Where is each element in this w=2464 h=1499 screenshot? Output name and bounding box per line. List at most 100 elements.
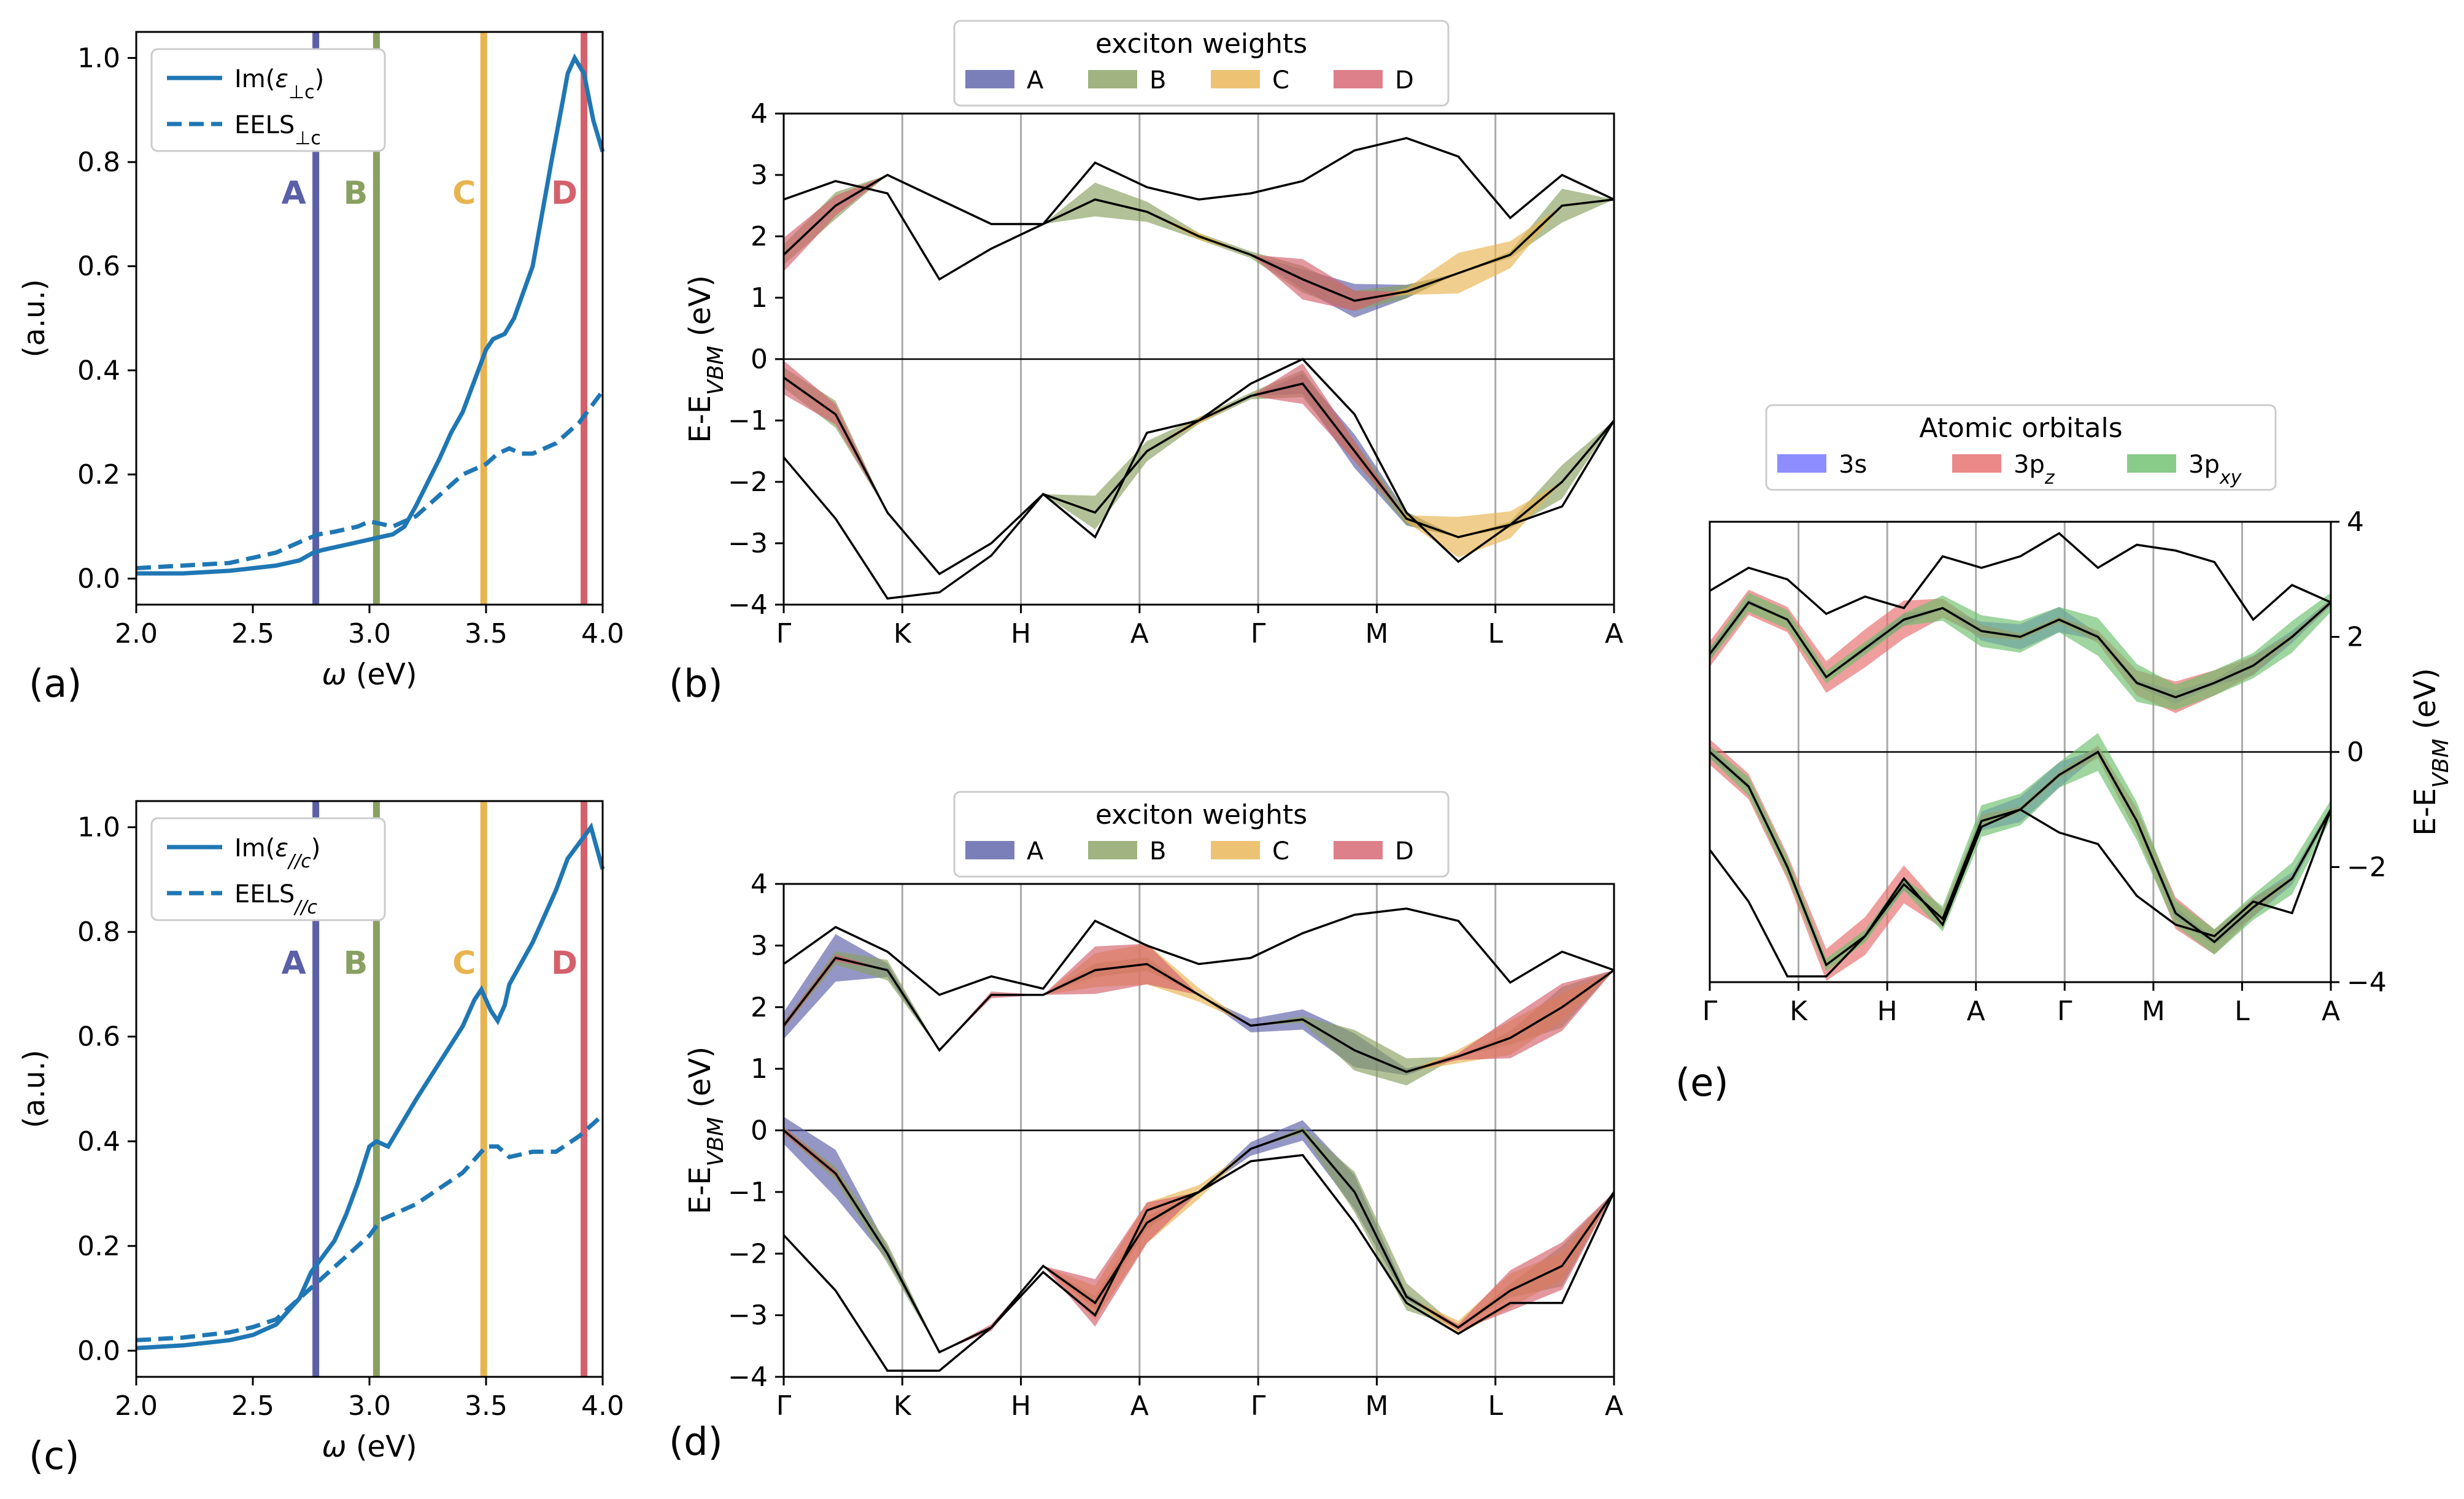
k-point-label: Γ [776,1390,792,1422]
fat-band-d-0 [784,175,1614,311]
x-axis-label: ω (eV) [322,657,417,692]
k-point-label: A [1967,996,1985,1027]
legend-swatch-a [965,70,1014,88]
band-panel-d: Γ K H A Γ M L A −4 −3 −2 −1 0 1 2 3 4 E-EVBM (eV) exciton … [669,791,1623,1464]
y-tick-label: 1 [751,282,768,314]
x-tick-label: 4.0 [581,618,624,649]
x-tick-label: 4.0 [581,1390,624,1422]
y-tick-label: 0.0 [77,1335,120,1366]
k-point-label: Γ [1702,996,1718,1027]
fat-band-b-0 [784,951,1614,1086]
y-tick-label: 1 [751,1053,768,1085]
band-line-2 [784,1153,1614,1372]
legend-swatch-3pz [1952,454,2001,473]
y-tick-label: −4 [728,1361,768,1393]
fat-band-3pz-0 [1710,589,2331,713]
peak-label-A: A [281,175,306,212]
band-line-3 [1710,532,2331,622]
y-tick-label: −3 [728,1300,768,1331]
legend-swatch-3s [1777,454,1826,473]
legend-box [150,48,386,152]
y-tick-label: −3 [728,528,768,559]
y-tick-label: 4 [751,98,768,130]
y-tick-label: 0.8 [77,916,120,948]
k-point-label: K [1790,996,1808,1027]
k-point-label: M [1365,1390,1388,1422]
y-tick-label: 4 [751,869,768,900]
legend-entry-d: D [1395,66,1414,95]
legend-entry-eels: EELS//c [234,880,317,918]
panel-label: (b) [669,661,723,706]
y-tick-label: 2 [2347,622,2364,653]
y-tick-label: −4 [728,589,768,621]
band-line-0 [784,174,1614,302]
plot-area [784,884,1614,1377]
band-line-2 [1710,808,2331,978]
band-line-0 [784,956,1614,1073]
y-tick-label: 2 [751,221,768,252]
k-point-label: L [2234,996,2250,1027]
fat-band-3pxy-1 [1710,733,2331,972]
y-tick-label: −2 [728,1238,768,1269]
y-tick-label: 3 [751,160,768,191]
y-axis-label: (a.u.) [17,1050,52,1128]
y-tick-label: 0.0 [77,564,120,595]
y-tick-label: 0.6 [77,251,120,282]
series-line-im-eps [136,53,605,576]
legend: exciton weights A B C D [953,20,1450,107]
k-point-label: M [2142,996,2165,1027]
peak-label-D: D [551,175,577,212]
legend-entry-a: A [1027,66,1044,95]
legend-swatch-a [965,841,1014,859]
k-point-label: A [1130,618,1149,649]
k-point-label: A [1605,618,1623,649]
band-panel-b: Γ K H A Γ M L A −4 −3 −2 −1 0 1 2 3 4 E-EVBM (eV) exciton … [669,20,1623,706]
x-tick-label: 3.0 [348,1390,391,1422]
x-tick-label: 3.5 [465,1390,508,1422]
band-line-0 [1710,601,2331,699]
legend: Im(ε⊥c) EELS⊥c [150,48,386,152]
x-tick-label: 3.5 [465,618,508,649]
y-tick-label: 2 [751,992,768,1023]
legend-title: exciton weights [1095,28,1307,60]
y-tick-label: 0.2 [77,459,120,490]
legend-entry-c: C [1272,66,1289,95]
legend: Atomic orbitals 3s 3pz 3pxy [1765,404,2277,491]
k-point-label: Γ [1251,618,1266,649]
k-point-label: Γ [2057,996,2072,1027]
y-tick-label: 3 [751,930,768,961]
legend-swatch-d [1334,70,1383,88]
peak-label-C: C [452,175,476,212]
legend: exciton weights A B C D [953,791,1450,878]
legend-entry-im-eps: Im(ε//c) [234,834,320,872]
legend: Im(ε//c) EELS//c [150,817,386,921]
legend-swatch-c [1211,70,1260,88]
peak-label-C: C [452,945,476,982]
band-line-3 [784,907,1614,996]
k-point-label: A [1605,1390,1623,1422]
legend-swatch-3pxy [2127,454,2176,473]
legend-entry-im-eps: Im(ε⊥c) [234,65,324,103]
legend-entry-eels: EELS⊥c [234,111,321,149]
fat-band-d-1 [784,1127,1614,1352]
legend-title: exciton weights [1095,799,1307,831]
plot-area [784,114,1614,605]
peak-label-A: A [281,945,306,982]
panel-label: (e) [1675,1060,1729,1105]
y-tick-label: 0.4 [77,355,120,386]
panel-label: (d) [669,1419,723,1464]
plot-area [1710,522,2331,982]
y-tick-label: 1.0 [77,42,120,74]
panel-label: (c) [29,1433,79,1478]
k-point-label: Γ [776,618,792,649]
y-tick-label: −1 [728,405,768,436]
k-point-label: A [1130,1390,1149,1422]
y-tick-label: −2 [2347,852,2387,883]
peak-label-B: B [344,175,368,212]
k-point-label: Γ [1251,1390,1266,1422]
k-point-label: K [894,1390,912,1422]
k-point-label: H [1011,1390,1031,1422]
legend-entry-a: A [1027,837,1044,866]
k-point-label: L [1488,1390,1503,1422]
